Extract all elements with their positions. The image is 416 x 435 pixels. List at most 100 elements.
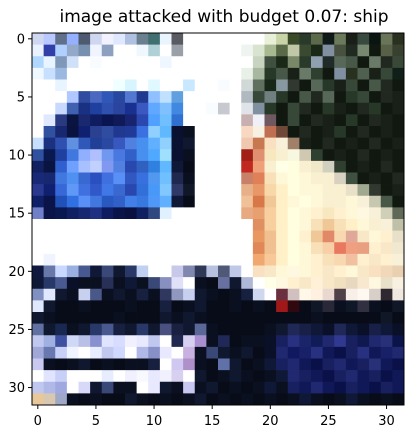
pixel [43,335,56,348]
pixel [392,195,405,208]
pixel [299,312,312,324]
pixel [101,346,114,359]
pixel [90,335,103,348]
pixel [369,102,382,115]
pixel [287,56,300,69]
pixel [159,195,172,208]
pixel [345,335,358,348]
pixel [125,253,137,266]
pixel [66,207,79,220]
pixel [392,370,405,383]
pixel [32,370,44,383]
pixel [183,312,196,324]
pixel [252,277,265,290]
pixel [159,114,172,127]
pixel [241,160,254,173]
pixel [264,265,277,278]
pixel [183,44,196,57]
pixel [183,346,196,359]
pixel [171,79,184,92]
pixel [334,44,347,57]
pixel [299,149,312,162]
pixel [136,242,149,255]
pixel [206,67,219,80]
pixel [311,160,323,173]
pixel [218,149,230,162]
pixel [125,56,137,69]
pixel [345,323,358,336]
pixel [311,184,323,197]
pixel [369,172,382,185]
pixel [159,323,172,336]
pixel [229,393,242,406]
pixel [136,114,149,127]
pixel [276,277,289,290]
pixel [90,358,103,371]
x-tick-label: 0 [34,414,42,429]
pixel [148,195,161,208]
pixel [113,230,126,243]
pixel [101,253,114,266]
pixel [171,137,184,150]
pixel [66,242,79,255]
pixel [148,102,161,115]
pixel [171,370,184,383]
pixel [78,346,91,359]
pixel [241,393,254,406]
pixel [148,172,161,185]
pixel [241,358,254,371]
pixel [78,91,91,104]
pixel [66,265,79,278]
pixel [159,335,172,348]
pixel [90,149,103,162]
pixel [32,195,44,208]
pixel [392,91,405,104]
pixel [322,160,335,173]
pixel [334,172,347,185]
pixel [311,265,323,278]
pixel [345,393,358,406]
pixel [171,219,184,231]
pixel [369,126,382,138]
pixel [276,56,289,69]
pixel [55,358,68,371]
pixel [252,323,265,336]
pixel [194,335,207,348]
pixel [357,79,370,92]
pixel [171,335,184,348]
pixel [380,56,393,69]
pixel [171,195,184,208]
pixel [264,184,277,197]
pixel [43,393,56,406]
pixel [264,172,277,185]
pixel [136,277,149,290]
pixel [55,265,68,278]
pixel [369,207,382,220]
pixel [66,358,79,371]
pixel [183,184,196,197]
pixel [229,160,242,173]
pixel [241,91,254,104]
pixel [218,172,230,185]
pixel [380,126,393,138]
pixel [264,219,277,231]
pixel [357,207,370,220]
pixel [299,172,312,185]
pixel [287,67,300,80]
pixel [101,230,114,243]
pixel [148,137,161,150]
pixel [101,172,114,185]
pixel [78,195,91,208]
pixel [32,91,44,104]
pixel [136,149,149,162]
pixel [357,172,370,185]
pixel [171,312,184,324]
pixel [43,288,56,301]
pixel [334,346,347,359]
pixel [55,172,68,185]
pixel [55,219,68,231]
pixel [206,114,219,127]
pixel [311,56,323,69]
pixel [183,149,196,162]
pixel [206,358,219,371]
